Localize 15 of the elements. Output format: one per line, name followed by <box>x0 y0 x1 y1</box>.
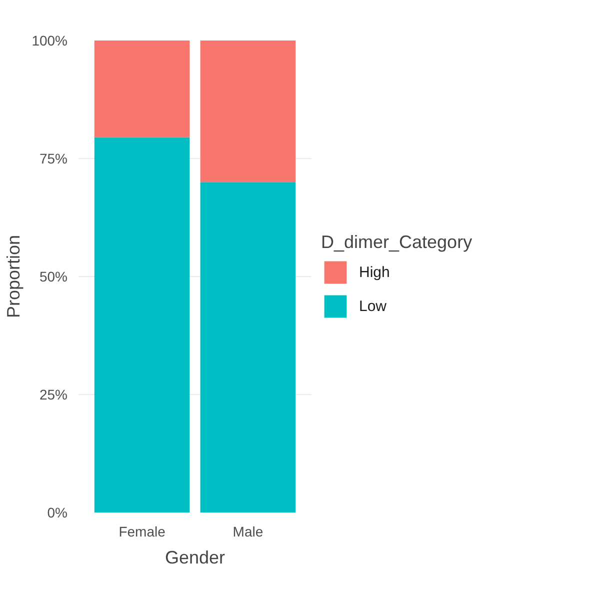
y-axis-title: Proportion <box>4 234 24 318</box>
x-axis-title: Gender <box>164 548 226 568</box>
y-tick-label: 75% <box>39 150 68 166</box>
y-tick-label: 25% <box>39 386 68 402</box>
bar <box>94 40 190 138</box>
x-tick-label: Male <box>232 524 264 540</box>
legend-label: Low <box>359 298 387 314</box>
bar <box>200 40 296 182</box>
y-tick-label: 50% <box>39 268 68 284</box>
y-tick-label: 0% <box>47 504 68 520</box>
x-tick-label: Female <box>118 524 166 540</box>
y-tick-label: 100% <box>32 32 68 48</box>
legend-label: High <box>359 264 390 280</box>
bar <box>200 182 296 512</box>
legend-title: D_dimer_Category <box>321 232 472 253</box>
